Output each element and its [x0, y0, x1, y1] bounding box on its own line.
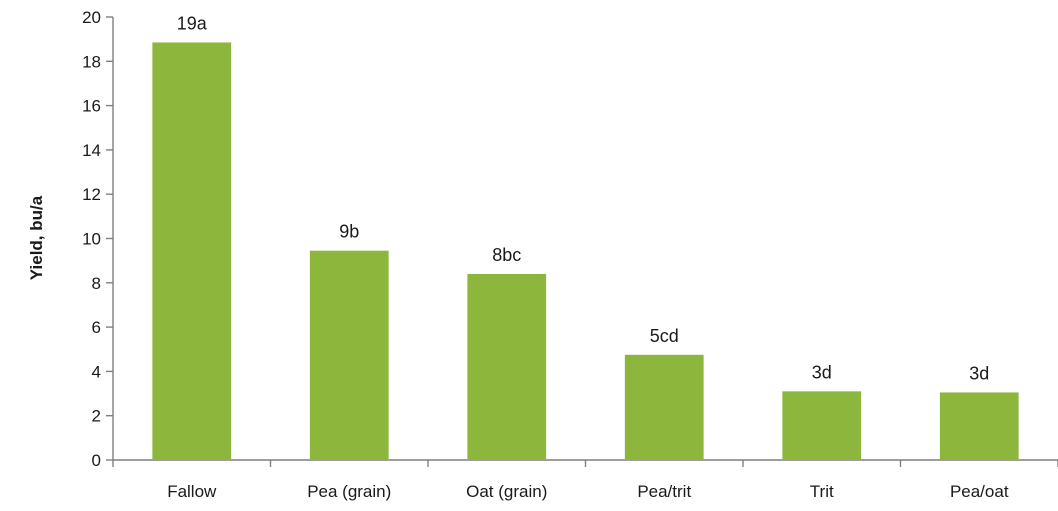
y-axis-title: Yield, bu/a [27, 195, 46, 280]
bar [782, 391, 862, 460]
data-label: 8bc [492, 245, 521, 265]
data-label: 3d [812, 362, 832, 382]
bar [309, 250, 389, 460]
bar [624, 354, 704, 460]
y-tick-label: 12 [82, 185, 101, 204]
x-tick-label: Pea/oat [950, 482, 1009, 501]
x-tick-label: Pea/trit [637, 482, 691, 501]
data-label: 3d [969, 363, 989, 383]
y-tick-label: 10 [82, 230, 101, 249]
bar [467, 273, 547, 460]
bars [152, 42, 1019, 460]
x-tick-label: Fallow [167, 482, 217, 501]
bar [152, 42, 232, 460]
y-tick-label: 2 [92, 407, 101, 426]
y-tick-label: 16 [82, 97, 101, 116]
bar [939, 392, 1019, 460]
x-tick-label: Trit [810, 482, 834, 501]
y-axis: 0 2 4 6 8 10 12 14 16 18 20 [82, 8, 114, 470]
y-tick-label: 18 [82, 52, 101, 71]
x-tick-label: Pea (grain) [307, 482, 391, 501]
y-tick-label: 0 [92, 451, 101, 470]
y-tick-label: 20 [82, 8, 101, 27]
y-tick-label: 4 [92, 362, 101, 381]
data-label: 5cd [650, 326, 679, 346]
y-tick-label: 14 [82, 141, 101, 160]
data-label: 19a [177, 13, 208, 33]
y-tick-label: 8 [92, 274, 101, 293]
data-label: 9b [339, 222, 359, 242]
x-axis: Fallow Pea (grain) Oat (grain) Pea/trit Trit… [112, 459, 1058, 501]
x-tick-label: Oat (grain) [466, 482, 547, 501]
y-tick-label: 6 [92, 318, 101, 337]
data-labels: 19a 9b 8bc 5cd 3d 3d [177, 13, 990, 383]
